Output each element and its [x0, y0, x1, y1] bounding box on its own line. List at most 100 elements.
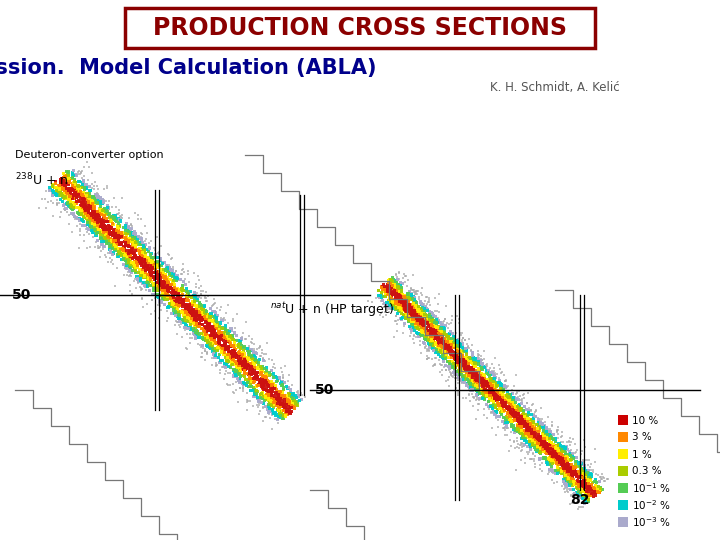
Point [572, 476, 583, 485]
Point [86, 201, 97, 210]
Point [88, 198, 99, 207]
Point [128, 234, 140, 242]
Point [475, 369, 487, 377]
Point [421, 293, 433, 302]
Point [398, 320, 410, 328]
Point [510, 404, 522, 413]
Point [564, 470, 575, 478]
Point [166, 266, 178, 275]
Point [500, 424, 512, 433]
Point [382, 285, 393, 294]
Point [550, 435, 562, 443]
Point [576, 481, 588, 490]
Point [400, 298, 412, 306]
Point [468, 353, 480, 362]
Point [95, 215, 107, 224]
Point [143, 274, 154, 283]
Point [188, 319, 199, 328]
Point [91, 217, 102, 225]
Point [510, 411, 521, 420]
Point [436, 343, 448, 352]
Point [152, 259, 163, 268]
Point [475, 376, 487, 384]
Point [400, 310, 411, 319]
Point [530, 437, 541, 445]
Point [121, 259, 132, 267]
Point [417, 300, 428, 308]
Point [234, 336, 246, 345]
Point [243, 382, 255, 390]
Point [176, 291, 188, 299]
Point [187, 306, 199, 314]
Point [145, 267, 156, 276]
Point [225, 363, 236, 372]
Point [186, 293, 197, 302]
Point [401, 303, 413, 312]
Point [151, 271, 163, 279]
Point [544, 429, 555, 438]
Point [261, 394, 272, 403]
Point [63, 167, 75, 176]
Point [241, 396, 253, 404]
Point [130, 268, 141, 276]
Point [431, 354, 442, 362]
Point [554, 458, 566, 467]
Point [169, 320, 181, 329]
Point [143, 254, 154, 263]
Point [508, 394, 519, 402]
Point [170, 307, 181, 316]
Point [502, 392, 513, 401]
Point [472, 388, 484, 397]
Point [94, 210, 105, 219]
Point [469, 354, 480, 362]
Point [577, 487, 589, 496]
Point [462, 342, 473, 351]
Point [495, 408, 506, 417]
Point [388, 285, 400, 293]
Point [457, 367, 469, 375]
Point [181, 321, 192, 330]
Point [207, 361, 218, 369]
Point [576, 447, 588, 455]
Point [123, 213, 135, 222]
Point [156, 298, 167, 306]
Point [544, 428, 556, 437]
Point [135, 261, 147, 269]
Point [231, 368, 243, 376]
Point [147, 261, 158, 270]
Point [525, 406, 536, 414]
Point [382, 279, 394, 287]
Point [390, 306, 402, 314]
Point [189, 318, 201, 327]
Point [150, 267, 162, 275]
Point [92, 199, 104, 207]
Point [550, 469, 562, 478]
Point [568, 464, 580, 472]
Point [233, 397, 244, 406]
Point [189, 329, 200, 338]
Point [385, 288, 397, 296]
Point [231, 368, 243, 376]
Point [152, 279, 163, 287]
Point [110, 239, 122, 248]
Point [486, 393, 498, 402]
Point [226, 341, 238, 349]
Point [186, 306, 197, 315]
Point [508, 413, 520, 422]
Point [201, 336, 212, 345]
Point [559, 459, 570, 468]
Point [525, 415, 536, 424]
Point [528, 431, 540, 440]
Point [544, 436, 555, 444]
Point [151, 233, 163, 241]
Point [191, 304, 202, 313]
Point [251, 394, 263, 403]
Point [201, 330, 212, 339]
Point [66, 192, 77, 201]
Point [490, 408, 502, 416]
Point [233, 342, 244, 351]
Point [96, 194, 107, 202]
Point [389, 284, 400, 292]
Point [475, 360, 487, 369]
Point [257, 390, 269, 399]
